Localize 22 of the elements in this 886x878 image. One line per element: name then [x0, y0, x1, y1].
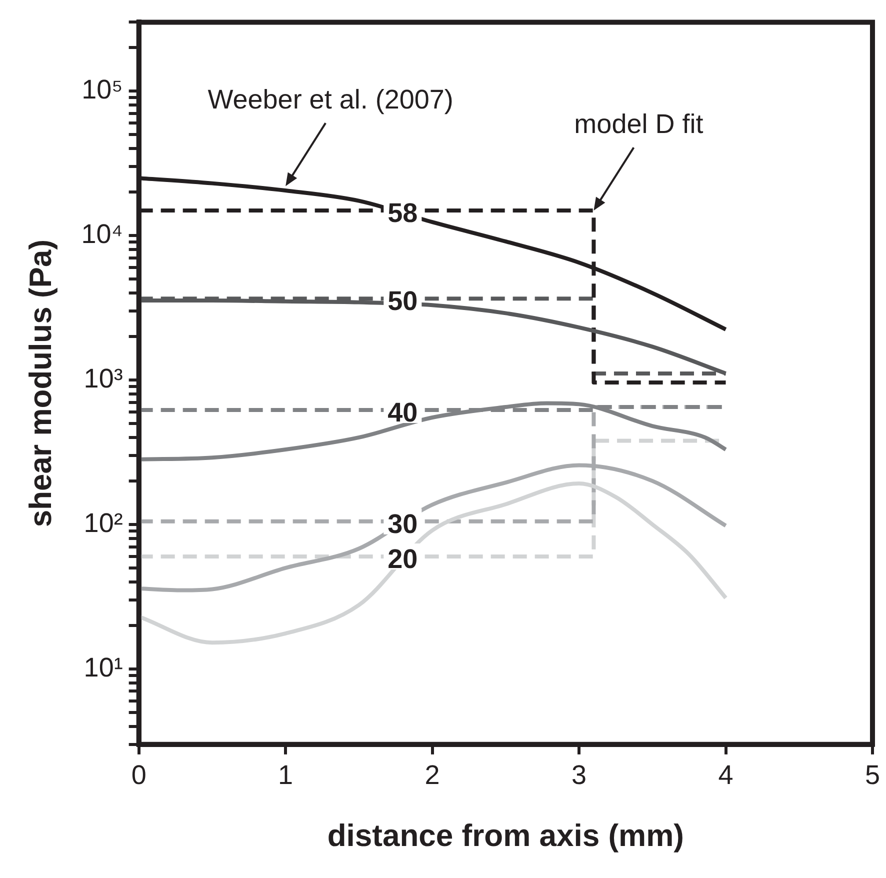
x-axis-title: distance from axis (mm) — [327, 818, 684, 853]
x-tick-label: 3 — [572, 760, 587, 790]
y-tick-label: 10⁵ — [82, 74, 123, 105]
annotation: Weeber et al. (2007) — [208, 84, 454, 115]
x-tick-label: 4 — [718, 760, 734, 790]
y-tick-label: 10⁴ — [81, 219, 123, 250]
annotation: model D fit — [574, 108, 704, 139]
x-tick-label: 1 — [278, 760, 294, 790]
x-tick-label: 2 — [424, 760, 440, 790]
series-label: 20 — [388, 544, 418, 574]
line-series — [138, 401, 728, 462]
y-tick-label: 10³ — [84, 363, 123, 394]
series-label: 30 — [388, 508, 418, 539]
series-label: 40 — [388, 397, 418, 428]
line-series — [138, 482, 728, 645]
x-tick-label: 5 — [864, 760, 880, 790]
series-label: 50 — [388, 286, 418, 316]
series-label: 58 — [388, 198, 418, 228]
y-axis-title: shear modulus (Pa) — [23, 239, 58, 528]
y-tick-label: 10² — [84, 508, 123, 538]
x-tick-label: 0 — [131, 760, 146, 790]
y-tick-label: 10¹ — [84, 652, 123, 682]
